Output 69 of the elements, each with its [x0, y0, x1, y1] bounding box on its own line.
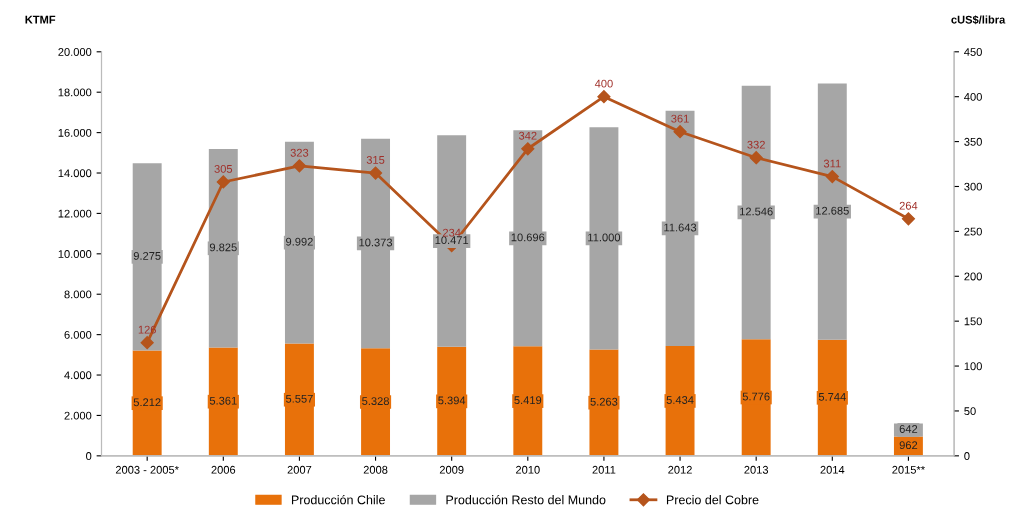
- data-label: 12.685: [816, 206, 849, 215]
- data-label: 10.471: [435, 236, 469, 245]
- y-axis-title: KTMF: [25, 15, 56, 24]
- data-label: 305: [214, 164, 233, 173]
- y2-tick-label: 150: [964, 317, 982, 326]
- data-label: 5.744: [818, 393, 846, 401]
- x-tick-label: 2007: [287, 465, 312, 474]
- data-label: 12.546: [740, 207, 773, 216]
- data-label: 10.696: [511, 233, 545, 242]
- y2-tick-label: 200: [964, 272, 982, 281]
- data-label: 5.263: [590, 397, 618, 406]
- x-tick-label: 2008: [363, 465, 388, 474]
- y-tick-label: 10.000: [58, 250, 92, 258]
- x-tick-label: 2015**: [892, 465, 925, 474]
- x-tick-label: 2011: [592, 465, 616, 474]
- y2-tick-label: 50: [964, 407, 976, 416]
- y-tick-label: 6.000: [64, 330, 92, 339]
- data-label: 5.434: [666, 396, 694, 404]
- data-label: 361: [671, 114, 689, 123]
- data-label: 9.992: [286, 237, 313, 246]
- y2-tick-label: 400: [964, 92, 982, 101]
- legend-label: Precio del Cobre: [666, 495, 759, 505]
- data-label: 234: [442, 228, 461, 237]
- legend-label: Producción Resto del Mundo: [446, 494, 606, 505]
- y-tick-label: 16.000: [58, 128, 92, 137]
- y-tick-label: 14.000: [58, 169, 92, 178]
- data-label: 5.419: [514, 396, 542, 405]
- data-label: 962: [899, 441, 918, 450]
- y2-tick-label: 450: [964, 48, 982, 56]
- data-label: 10.373: [359, 238, 393, 247]
- x-tick-label: 2006: [211, 465, 236, 474]
- y-tick-label: 4.000: [64, 371, 92, 380]
- data-label: 11.643: [664, 223, 697, 232]
- data-label: 311: [823, 159, 841, 168]
- x-tick-label: 2014: [820, 465, 845, 474]
- data-label: 323: [290, 148, 309, 157]
- data-label: 332: [747, 140, 765, 149]
- legend-label: Producción Chile: [291, 494, 385, 505]
- y-tick-label: 2.000: [64, 411, 92, 420]
- data-label: 11.000: [588, 233, 621, 242]
- data-label: 342: [518, 131, 537, 140]
- data-label: 5.557: [285, 394, 313, 403]
- data-label: 9.275: [133, 251, 161, 260]
- y-tick-label: 8.000: [64, 290, 92, 299]
- y-tick-label: 12.000: [58, 209, 92, 218]
- y-tick-label: 20.000: [58, 48, 92, 56]
- x-tick-label: 2009: [439, 465, 464, 474]
- data-label: 400: [594, 79, 613, 88]
- data-label: 315: [366, 156, 385, 164]
- data-label: 5.361: [209, 396, 237, 405]
- data-label: 5.394: [438, 396, 466, 405]
- y-tick-label: 18.000: [58, 88, 92, 97]
- data-label: 9.825: [209, 243, 237, 252]
- x-tick-label: 2013: [744, 465, 769, 474]
- x-tick-label: 2010: [516, 465, 540, 474]
- data-label: 642: [899, 425, 918, 433]
- data-label: 5.776: [742, 392, 770, 401]
- y2-tick-label: 100: [964, 362, 982, 371]
- x-tick-label: 2003 - 2005*: [115, 465, 179, 474]
- y2-tick-label: 300: [964, 182, 982, 191]
- data-label: 264: [899, 201, 918, 210]
- data-label: 5.328: [362, 397, 389, 405]
- x-tick-label: 2012: [668, 465, 692, 474]
- data-label: 5.212: [133, 398, 161, 407]
- y2-tick-label: 0: [964, 452, 970, 460]
- y2-tick-label: 250: [964, 227, 982, 236]
- y-tick-label: 0: [86, 452, 92, 460]
- y2-axis-title: cUS$/libra: [951, 15, 1006, 25]
- y2-tick-label: 350: [964, 137, 982, 146]
